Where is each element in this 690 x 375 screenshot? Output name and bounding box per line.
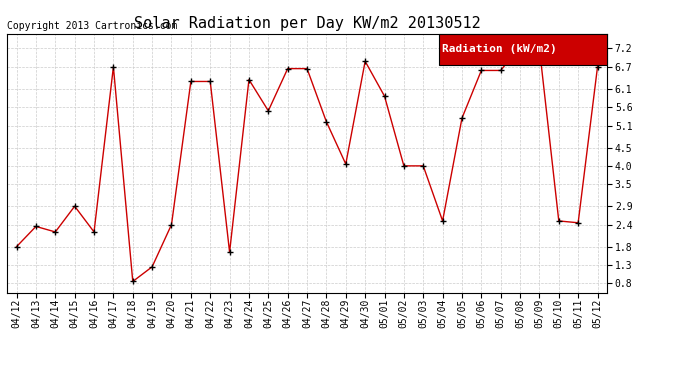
Text: Radiation (kW/m2): Radiation (kW/m2) — [442, 44, 556, 54]
Text: Copyright 2013 Cartronics.com: Copyright 2013 Cartronics.com — [7, 21, 177, 31]
FancyBboxPatch shape — [439, 34, 607, 65]
Title: Solar Radiation per Day KW/m2 20130512: Solar Radiation per Day KW/m2 20130512 — [134, 16, 480, 31]
